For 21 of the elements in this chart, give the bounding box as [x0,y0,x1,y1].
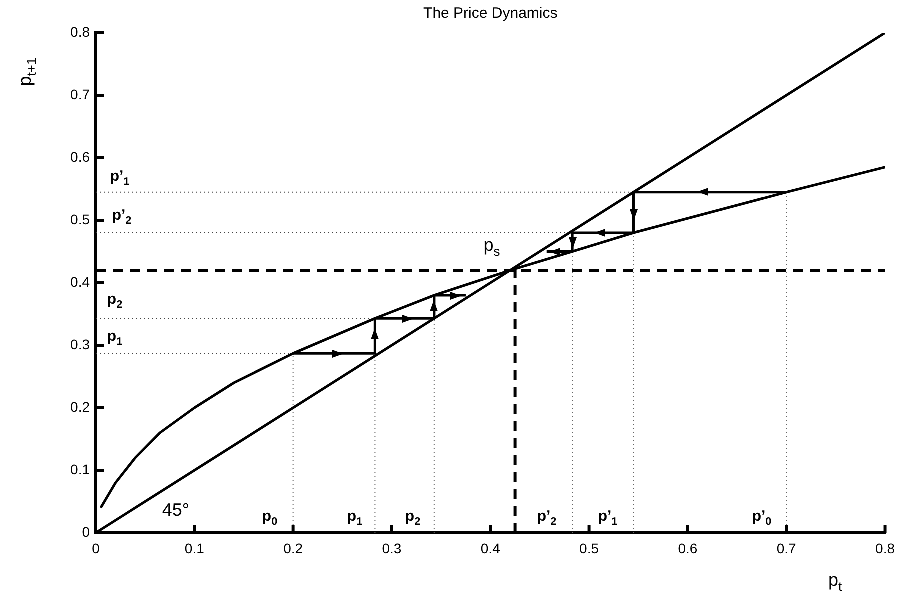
y-tick-label: 0.5 [70,211,90,228]
y-tick-label: 0 [82,524,90,540]
y-tick-label: 0.3 [70,336,90,352]
chart-title: The Price Dynamics [424,5,558,22]
x-tick-label: 0 [92,540,100,556]
y-tick-label: 0.1 [70,461,90,478]
x-tick-label: 0.8 [876,540,896,556]
y-tick-label: 0.7 [70,86,90,102]
y-tick-label: 0.8 [70,24,90,40]
x-tick-label: 0.5 [580,540,600,556]
y-tick-label: 0.2 [70,398,90,415]
x-tick-label: 0.4 [480,540,501,556]
x-tick-label: 0.7 [776,540,797,556]
x-tick-label: 0.3 [382,540,402,556]
y-tick-label: 0.4 [70,274,90,290]
y-tick-label: 0.6 [70,148,90,165]
x-tick-label: 0.6 [678,540,698,556]
annotation: 45° [162,500,190,520]
x-tick-label: 0.1 [184,540,205,556]
x-tick-label: 0.2 [284,540,304,556]
y-axis-title: pt+1 [14,58,39,86]
